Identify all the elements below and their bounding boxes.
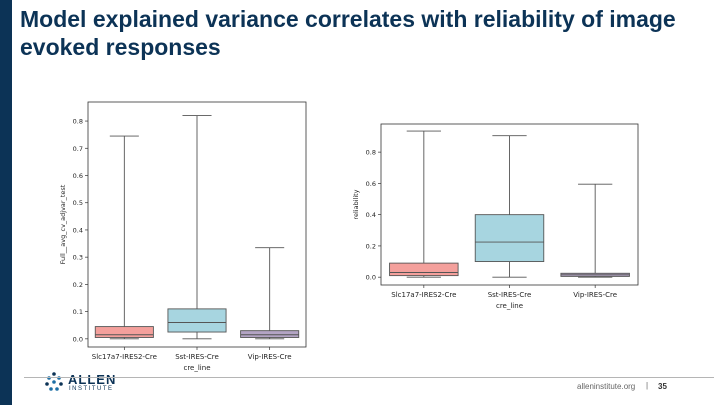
x-tick-label: Slc17a7-IRES2-Cre [391, 291, 456, 299]
footer-separator: | [646, 381, 649, 390]
box-iqr [474, 214, 545, 263]
x-tick-label: Vip-IRES-Cre [573, 291, 617, 299]
y-tick-label: 0.1 [73, 308, 83, 316]
y-axis-label: reliability [352, 189, 360, 219]
y-tick-label: 0.6 [73, 172, 83, 180]
box-1 [389, 130, 459, 278]
footer-divider [24, 377, 714, 378]
allen-institute-logo: ALLEN INSTITUTE [44, 371, 134, 395]
x-axis-label: cre_line [496, 302, 523, 310]
slide-title: Model explained variance correlates with… [20, 6, 676, 60]
box-iqr [167, 308, 227, 333]
logo-text-institute: INSTITUTE [69, 386, 114, 392]
explained-variance-boxplot: 0.0 0.1 0.2 0.3 0.4 0.5 0.6 0.7 0.8 Slc17a7-IRES2… [55, 100, 315, 385]
logo-text-allen: ALLEN [68, 372, 117, 387]
left-accent-bar [0, 0, 12, 405]
box-iqr [389, 262, 459, 277]
x-tick-label: Slc17a7-IRES2-Cre [92, 353, 157, 361]
y-tick-label: 0.3 [73, 254, 83, 262]
box-3 [240, 247, 300, 340]
y-tick-label: 0.8 [73, 118, 83, 126]
page-number: 35 [658, 382, 667, 391]
x-axis-label: cre_line [183, 364, 210, 372]
box-3 [560, 183, 630, 278]
allen-logo-icon [45, 372, 63, 391]
y-tick-label: 0.2 [73, 281, 83, 289]
y-tick-label: 0.0 [366, 274, 376, 282]
box-2 [474, 135, 545, 278]
box-iqr [240, 330, 300, 338]
x-tick-label: Sst-IRES-Cre [488, 291, 532, 299]
y-tick-label: 0.5 [73, 199, 83, 207]
box-1 [94, 135, 154, 340]
y-tick-label: 0.4 [73, 226, 83, 234]
x-tick-label: Sst-IRES-Cre [175, 353, 219, 361]
y-tick-label: 0.2 [366, 242, 376, 250]
y-tick-label: 0.8 [366, 149, 376, 157]
y-tick-label: 0.6 [366, 180, 376, 188]
box-iqr [94, 326, 154, 338]
y-axis-label: Full__avg_cv_adjvar_test [59, 184, 67, 264]
box-2 [167, 115, 227, 340]
y-tick-label: 0.7 [73, 145, 83, 153]
x-tick-label: Vip-IRES-Cre [248, 353, 292, 361]
reliability-boxplot: 0.0 0.2 0.4 0.6 0.8 Slc17a7-IRES2-Cre Sst-IRES… [348, 120, 648, 320]
y-tick-label: 0.0 [73, 335, 83, 343]
footer-url[interactable]: alleninstitute.org [577, 382, 636, 391]
y-tick-label: 0.4 [366, 211, 376, 219]
